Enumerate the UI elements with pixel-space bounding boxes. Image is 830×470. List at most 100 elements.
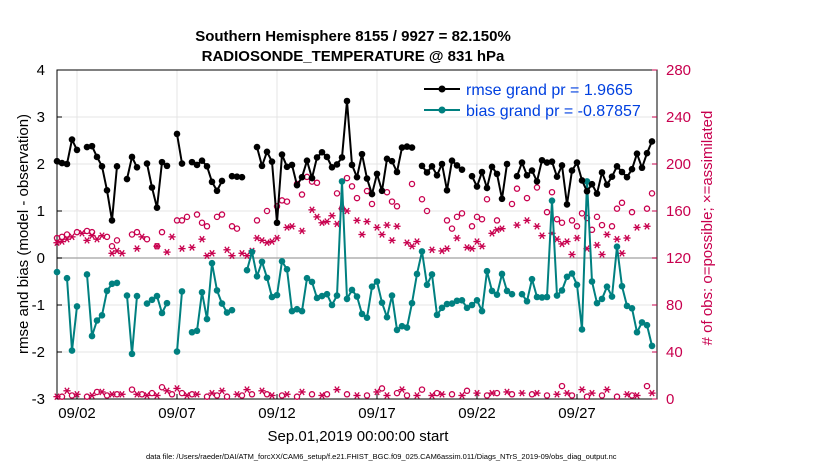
- rmse-point: [428, 163, 436, 170]
- asterisk-stroke: [99, 232, 105, 240]
- asterisk-stroke: [84, 236, 90, 244]
- obs-possible-point: [233, 225, 241, 232]
- asterisk-stroke: [324, 218, 330, 226]
- rmse-point: [133, 163, 141, 171]
- bias-point: [293, 305, 301, 313]
- obs-possible-point: [483, 195, 491, 203]
- obs-small-assimilated-point: [633, 392, 641, 399]
- obs-possible-point: [368, 200, 376, 208]
- rmse-point: [298, 173, 306, 181]
- obs-small-possible-point: [203, 393, 211, 400]
- rmse-point: [433, 171, 441, 179]
- obs-possible-point: [283, 198, 291, 205]
- obs-assimilated-point: [283, 224, 291, 231]
- bias-point: [178, 288, 186, 295]
- obs-assimilated-point: [563, 238, 571, 245]
- obs-small-possible-point: [558, 382, 566, 390]
- rmse-point: [468, 172, 476, 180]
- obs-assimilated-point: [623, 234, 631, 242]
- obs-assimilated-point: [318, 219, 326, 227]
- obs-small-possible-point: [168, 391, 176, 398]
- obs-assimilated-point: [273, 234, 281, 242]
- rmse-point: [443, 187, 451, 194]
- bias-point: [268, 293, 276, 301]
- rmse-point: [558, 162, 566, 169]
- bias-point: [243, 266, 251, 274]
- obs-possible-point: [313, 179, 321, 187]
- obs-possible-point: [388, 198, 396, 205]
- obs-possible-point: [618, 199, 626, 207]
- asterisk-stroke: [499, 225, 505, 233]
- obs-assimilated-point: [363, 218, 371, 226]
- bias-point: [368, 283, 376, 290]
- obs-possible-point: [108, 242, 116, 250]
- rmse-point: [628, 165, 636, 173]
- asterisk-stroke: [564, 238, 570, 245]
- asterisk-stroke: [234, 390, 240, 398]
- asterisk-stroke: [479, 242, 485, 250]
- obs-possible-point: [363, 187, 371, 195]
- rmse-point: [418, 162, 426, 170]
- obs-possible-point: [353, 194, 361, 202]
- bias-point: [508, 290, 516, 298]
- bias-point: [188, 328, 196, 336]
- asterisk-stroke: [319, 219, 325, 227]
- obs-small-possible-point: [323, 391, 331, 398]
- obs-possible-point: [568, 217, 576, 224]
- obs-small-assimilated-point: [173, 384, 181, 392]
- bias-point: [98, 312, 106, 319]
- bias-point: [53, 268, 61, 276]
- bias-point: [393, 326, 401, 334]
- obs-small-assimilated-point: [648, 389, 656, 397]
- bias-point: [93, 317, 101, 324]
- bias-series-line: [521, 181, 653, 347]
- rmse-point: [613, 163, 621, 170]
- y-axis-label-right: # of obs: o=possible; ×=assimilated: [699, 111, 716, 346]
- obs-small-possible-point: [528, 391, 536, 398]
- obs-possible-point: [613, 205, 621, 212]
- rmse-series-line: [256, 100, 413, 223]
- asterisk-stroke: [414, 392, 420, 399]
- rmse-point: [158, 158, 166, 166]
- obs-assimilated-point: [288, 222, 296, 230]
- rmse-point: [473, 183, 481, 190]
- x-tick-label: 09/27: [558, 405, 596, 422]
- bias-point: [603, 283, 611, 290]
- obs-possible-point: [203, 223, 211, 230]
- rmse-point: [588, 180, 596, 188]
- asterisk-stroke: [209, 249, 215, 257]
- asterisk-stroke: [634, 392, 640, 399]
- asterisk-stroke: [319, 392, 325, 399]
- asterisk-stroke: [644, 222, 650, 230]
- asterisk-stroke: [439, 390, 445, 398]
- asterisk-stroke: [579, 386, 585, 394]
- obs-assimilated-point: [78, 229, 86, 237]
- obs-assimilated-point: [313, 213, 321, 221]
- obs-small-assimilated-point: [473, 389, 481, 397]
- asterisk-stroke: [269, 238, 275, 245]
- obs-possible-point: [453, 213, 461, 221]
- obs-assimilated-point: [388, 236, 396, 244]
- obs-possible-point: [578, 210, 586, 217]
- bias-point: [468, 301, 476, 309]
- asterisk-stroke: [194, 390, 200, 398]
- obs-possible-point: [608, 223, 616, 230]
- obs-small-possible-point: [68, 392, 76, 399]
- obs-small-assimilated-point: [398, 386, 406, 394]
- obs-possible-point: [183, 213, 191, 221]
- rmse-point: [278, 151, 286, 158]
- rmse-point: [58, 159, 66, 167]
- rmse-point: [528, 167, 536, 174]
- obs-assimilated-point: [403, 239, 411, 247]
- asterisk-stroke: [154, 242, 160, 250]
- rmse-point: [483, 184, 491, 192]
- obs-assimilated-point: [573, 234, 581, 242]
- y-right-tick-label: 40: [666, 344, 683, 361]
- asterisk-stroke: [239, 249, 245, 257]
- bias-point: [558, 287, 566, 294]
- bias-point: [548, 197, 556, 204]
- obs-assimilated-point: [83, 236, 91, 244]
- x-tick-label: 09/12: [258, 405, 296, 422]
- obs-possible-point: [198, 219, 206, 226]
- bias-point: [473, 297, 481, 304]
